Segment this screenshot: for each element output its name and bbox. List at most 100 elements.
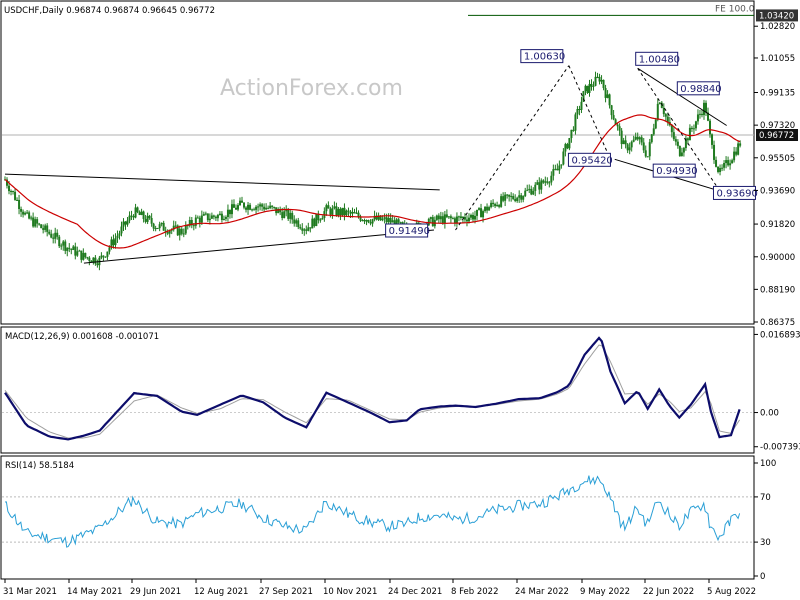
candle-body: [349, 211, 352, 214]
candle-body: [610, 105, 613, 116]
candle-body: [44, 225, 47, 230]
candle-body: [480, 208, 483, 218]
candle-body: [588, 83, 591, 93]
upper-triangle-trendline: [4, 173, 440, 191]
candle-body: [721, 167, 724, 169]
candle-body: [518, 195, 521, 198]
candle-body: [560, 164, 563, 166]
fe-level-price-label: 1.03420: [759, 11, 794, 21]
candle-body: [224, 216, 227, 219]
price-y-tick-label: 1.02820: [760, 22, 795, 32]
candle-body: [711, 134, 714, 145]
candle-body: [532, 190, 535, 195]
candle-body: [465, 219, 468, 222]
candle-body: [727, 160, 730, 166]
candle-body: [34, 219, 37, 227]
candle-body: [16, 199, 19, 201]
rsi-plot: [2, 475, 754, 548]
candle-body: [737, 143, 740, 155]
fall-projection-line: [637, 68, 720, 191]
candle-body: [684, 138, 687, 149]
candle-body: [241, 200, 244, 203]
candle-body: [482, 211, 485, 218]
rsi-y-tick-label: 100: [760, 459, 776, 469]
candle-body: [208, 218, 211, 221]
candle-body: [488, 207, 491, 211]
candle-body: [381, 218, 384, 221]
price-annotation-label: 0.98840: [680, 84, 721, 95]
candle-body: [58, 236, 61, 247]
candle-body: [74, 246, 77, 256]
candle-body: [707, 112, 710, 121]
candle-body: [443, 214, 446, 224]
candle-body: [526, 189, 529, 191]
candle-body: [357, 212, 360, 217]
candle-body: [132, 216, 135, 218]
candle-body: [494, 203, 497, 207]
macd-y-tick-label: 0.00: [760, 409, 779, 419]
candle-body: [263, 206, 266, 210]
candle-body: [108, 247, 111, 252]
candle-body: [628, 147, 631, 151]
candle-body: [152, 223, 155, 229]
candle-body: [232, 204, 235, 208]
candle-body: [739, 143, 742, 146]
candle-body: [341, 207, 344, 216]
price-panel-frame: [0, 0, 755, 325]
macd-y-tick-label: -0.007393: [760, 443, 800, 453]
candle-body: [636, 136, 639, 140]
candle-body: [417, 222, 420, 224]
current-price-box: [756, 129, 798, 142]
candle-body: [656, 103, 659, 120]
candle-body: [327, 205, 330, 209]
price-y-tick-label: 0.93690: [760, 186, 795, 196]
candle-body: [638, 137, 641, 140]
candle-body: [598, 76, 601, 82]
candle-body: [614, 119, 617, 125]
candle-body: [333, 206, 336, 209]
candle-body: [658, 102, 661, 104]
price-plot: FE 100.0 1.00630 1.00480 0.98840 0.95420 0.94…: [2, 4, 758, 271]
candle-body: [719, 168, 722, 172]
x-tick-label: 9 May 2022: [580, 587, 630, 597]
candle-body: [604, 88, 607, 98]
candle-body: [94, 257, 97, 264]
candle-body: [102, 255, 105, 257]
candle-body: [664, 114, 667, 117]
candle-body: [622, 140, 625, 145]
candle-body: [688, 127, 691, 141]
x-tick-label: 5 Aug 2022: [707, 587, 756, 597]
macd-panel-frame: [0, 326, 755, 454]
candle-body: [709, 120, 712, 135]
candle-body: [586, 85, 589, 93]
candle-body: [247, 204, 250, 210]
candle-body: [564, 144, 567, 152]
candle-body: [506, 194, 509, 196]
candle-body: [54, 232, 57, 239]
price-y-tick-label: 0.97320: [760, 121, 795, 131]
x-tick-label: 24 Mar 2022: [515, 587, 569, 597]
macd-line: [4, 336, 741, 441]
candle-body: [307, 227, 310, 231]
candle-body: [291, 212, 294, 220]
candle-body: [662, 107, 665, 115]
candle-body: [616, 124, 619, 127]
candle-body: [120, 226, 123, 234]
candle-body: [130, 215, 133, 217]
candle-body: [449, 216, 452, 219]
candle-body: [471, 214, 474, 220]
candle-body: [204, 213, 207, 215]
candle-body: [660, 102, 663, 108]
candle-body: [80, 250, 83, 260]
candle-body: [702, 102, 705, 116]
candle-body: [96, 263, 99, 266]
x-tick-label: 14 May 2021: [67, 587, 122, 597]
candle-body: [540, 180, 543, 190]
candle-body: [467, 217, 470, 222]
candle-body: [504, 194, 507, 201]
candle-body: [168, 230, 171, 234]
candle-body: [652, 128, 655, 135]
candle-body: [202, 214, 205, 216]
candle-body: [578, 108, 581, 110]
candle-body: [226, 209, 229, 217]
